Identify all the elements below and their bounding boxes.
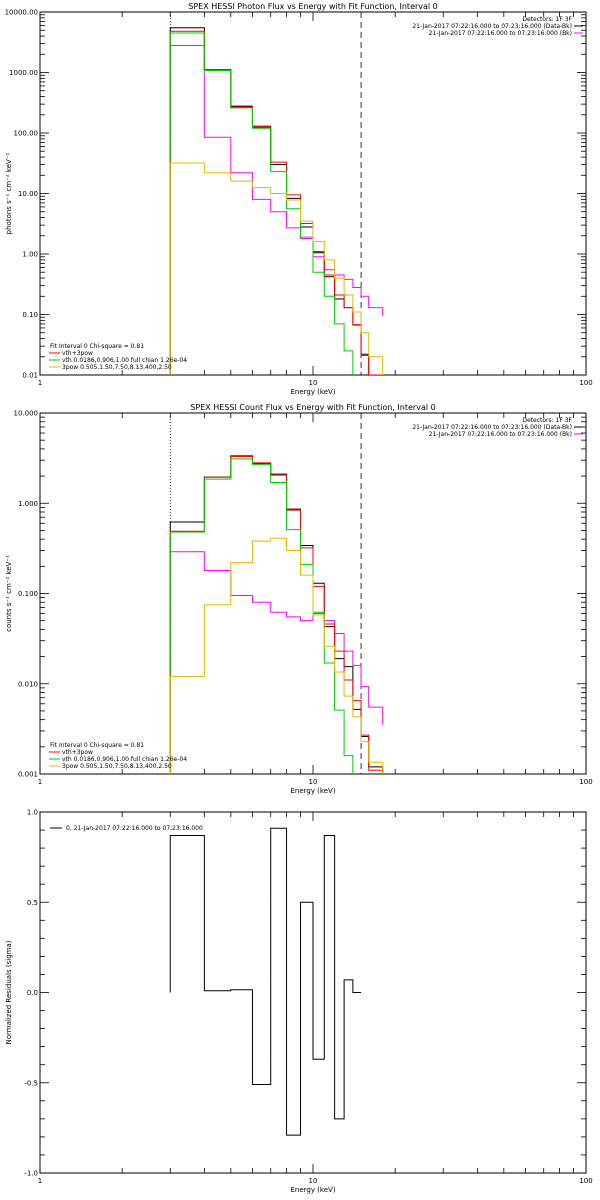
y-tick-label: 10.000 xyxy=(14,410,39,418)
y-tick-label: -1.0 xyxy=(24,1170,38,1178)
legend-top-entry: Detectors: 1F 3F xyxy=(522,417,572,424)
y-tick-label: 1.0 xyxy=(27,809,38,817)
series-2-step-line xyxy=(169,30,384,375)
y-tick-label: 100.00 xyxy=(14,130,39,138)
y-axis-label: counts s⁻¹ cm⁻² keV⁻¹ xyxy=(5,555,13,632)
chart-panel-2: SPEX HESSI Count Flux vs Energy with Fit… xyxy=(5,403,593,795)
series-2-step-line xyxy=(169,455,384,774)
y-tick-label: 1.000 xyxy=(18,500,38,508)
legend-bottom-entry: 3pow 0.505,1.50,7.50,8.13,400,2.50 xyxy=(62,763,172,770)
legend-top-entry: 21-Jan-2017 07:22:16.000 to 07:23:16.000… xyxy=(429,431,572,438)
legend-bottom-entry: vth 0.0186,0.906,1.00 full chian 1.26e-0… xyxy=(62,357,187,364)
x-tick-label: 100 xyxy=(579,1177,592,1185)
y-tick-label: 10.00 xyxy=(18,190,38,198)
x-axis-label: Energy (keV) xyxy=(290,1186,335,1194)
x-tick-label: 100 xyxy=(579,778,592,786)
legend-bottom-entry: Fit Interval 0 Chi-square = 0.81 xyxy=(50,742,144,749)
series-3-step-line xyxy=(169,458,354,774)
y-tick-label: 0.0 xyxy=(27,989,38,997)
legend-bottom-entry: vth+3pow xyxy=(62,350,93,357)
chart-panel-3: 1 10 100 Energy (keV) -1.0 -0.5 0.0 0.5 1.0 Norma… xyxy=(5,809,593,1195)
series-0-step-line xyxy=(169,27,384,375)
x-axis-label: Energy (keV) xyxy=(290,787,335,795)
series-1-step-line xyxy=(169,44,384,375)
legend-top-entry: 21-Jan-2017 07:22:16.000 to 07:23:16.000… xyxy=(429,30,572,37)
series-0-step-line xyxy=(169,455,384,774)
legend-entry: 0, 21-Jan-2017 07:22:16.000 to 07:23:16.… xyxy=(66,825,203,832)
x-axis-label: Energy (keV) xyxy=(290,388,335,396)
y-tick-label: 1.00 xyxy=(22,251,38,259)
plot-area xyxy=(169,413,384,774)
x-tick-label: 10 xyxy=(309,778,318,786)
legend-top-entry: 21-Jan-2017 07:22:16.000 to 07:23:16.000… xyxy=(412,424,572,431)
y-tick-label: 0.10 xyxy=(22,311,38,319)
series-4-step-line xyxy=(169,537,384,774)
y-tick-label: 10000.00 xyxy=(5,9,38,17)
legend-bottom-entry: Fit Interval 0 Chi-square = 0.81 xyxy=(50,343,144,350)
legend-bottom-entry: vth 0.0186,0.906,1.00 full chian 1.26e-0… xyxy=(62,756,187,763)
x-tick-label: 1 xyxy=(38,379,42,387)
series-1-step-line xyxy=(169,551,384,774)
y-tick-label: 0.5 xyxy=(27,899,38,907)
y-axis-label: Normalized Residuals (sigma) xyxy=(5,940,13,1044)
plot-area xyxy=(169,12,384,375)
x-tick-label: 1 xyxy=(38,778,42,786)
plot-frame xyxy=(39,11,587,376)
series-0-step-line xyxy=(169,827,362,1136)
legend-top-entry: Detectors: 1F 3F xyxy=(522,16,572,23)
chart-panel-1: SPEX HESSI Photon Flux vs Energy with Fi… xyxy=(5,2,593,396)
chart-title: SPEX HESSI Count Flux vs Energy with Fit… xyxy=(190,403,435,412)
legend-bottom-entry: 3pow 0.505,1.50,7.50,8.13,400,2.50 xyxy=(62,364,172,371)
legend-top-entry: 21-Jan-2017 07:22:16.000 to 07:23:16.000… xyxy=(412,23,572,30)
x-tick-label: 10 xyxy=(309,1177,318,1185)
y-tick-label: 0.100 xyxy=(18,590,38,598)
y-tick-label: 0.010 xyxy=(18,680,38,688)
y-tick-label: 0.01 xyxy=(22,372,38,380)
series-3-step-line xyxy=(169,32,354,375)
chart-title: SPEX HESSI Photon Flux vs Energy with Fi… xyxy=(188,2,438,11)
x-tick-label: 100 xyxy=(579,379,592,387)
x-tick-label: 10 xyxy=(309,379,318,387)
y-axis-label: photons s⁻¹ cm⁻² keV⁻¹ xyxy=(5,152,13,234)
y-tick-label: -0.5 xyxy=(24,1079,38,1087)
x-tick-label: 1 xyxy=(38,1177,42,1185)
series-4-step-line xyxy=(169,162,384,375)
y-tick-label: 0.001 xyxy=(18,771,38,779)
plot-area xyxy=(169,827,362,1136)
y-tick-label: 1000.00 xyxy=(9,69,38,77)
legend-bottom-entry: vth+3pow xyxy=(62,749,93,756)
